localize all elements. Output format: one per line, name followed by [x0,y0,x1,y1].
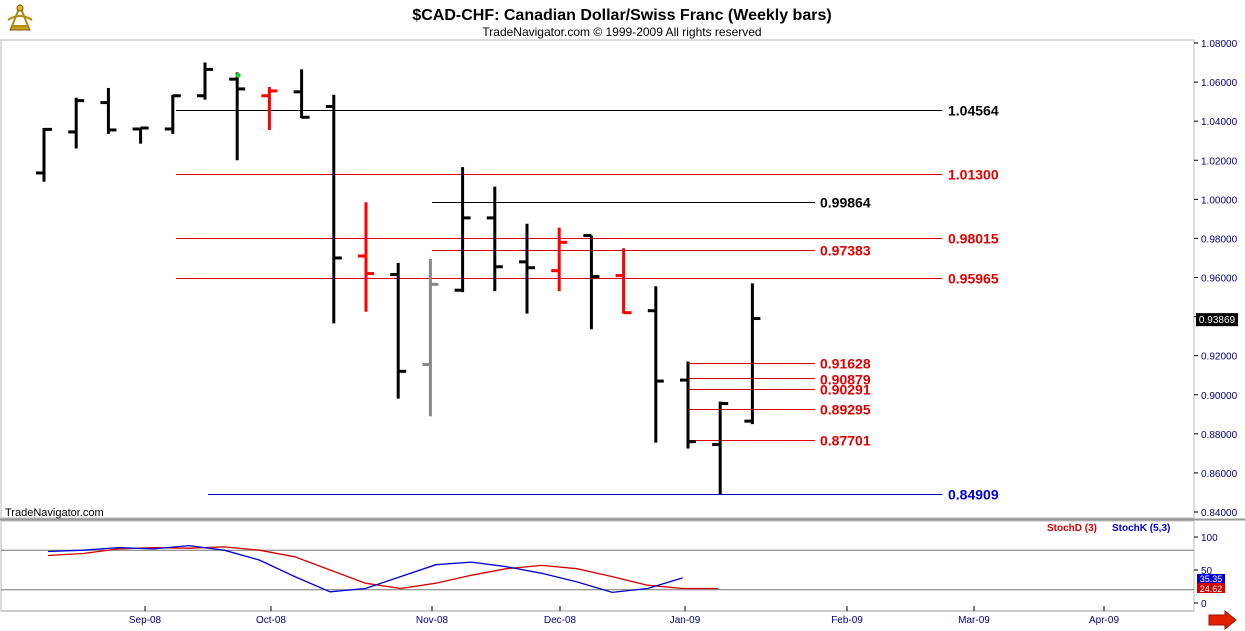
x-tick-label: Feb-09 [831,615,863,626]
level-label: 0.90291 [820,382,871,398]
level-label: 0.87701 [820,433,871,449]
stoch-last-values: 35.35 24.62 [1197,574,1225,594]
ohlc-bar [132,126,149,144]
y-tick-label: 0.84000 [1201,508,1238,519]
ohlc-bar [680,361,696,449]
stochastic-reference-lines [1,549,1194,591]
level-label: 1.04564 [948,103,999,119]
level-label: 0.91628 [820,356,871,372]
chart-title: $CAD-CHF: Canadian Dollar/Swiss Franc (W… [412,7,831,24]
scroll-right-arrow-icon[interactable] [1208,609,1237,631]
price-bars [36,62,761,495]
y-tick-label: 1.02000 [1201,156,1238,167]
level-label: 0.98015 [948,231,999,247]
signal-dot [235,72,241,78]
stochastic-lines [47,544,718,594]
ohlc-bar [261,86,278,130]
ohlc-bar [454,167,471,293]
level-label: 0.95965 [948,271,999,287]
level-label: 0.99864 [820,195,871,211]
ohlc-bar [229,72,246,161]
ohlc-bar [583,233,600,330]
x-tick-label: Apr-09 [1089,615,1119,626]
sextant-logo-icon [7,3,33,31]
ohlc-bar [68,97,85,149]
stochk-last-box [1197,574,1225,583]
y-tick-label: 0.92000 [1201,352,1238,363]
x-tick-label: Nov-08 [416,615,449,626]
y-tick-label: 1.00000 [1201,195,1238,206]
stochk-line [47,544,683,594]
ohlc-bar [744,283,761,425]
ohlc-bar [358,202,374,312]
level-label: 0.89295 [820,402,871,418]
level-label: 0.97383 [820,243,871,259]
legend-stochk: StochK (5,3) [1112,523,1170,534]
x-axis: Sep-08 Oct-08 Nov-08 Dec-08 Jan-09 Feb-09 Mar-… [1,606,1194,626]
price-y-axis: 1.08000 1.06000 1.04000 1.02000 1.00000 0.980… [1194,39,1238,519]
chart-subtitle: TradeNavigator.com © 1999-2009 All right… [482,25,761,39]
watermark: TradeNavigator.com [5,507,104,519]
stochd-last-value: 24.62 [1200,584,1223,594]
ohlc-bar [712,401,729,495]
y-tick-label: 1.08000 [1201,39,1238,50]
ohlc-bar [164,94,181,134]
x-tick-label: Sep-08 [129,615,162,626]
y-tick-label: 1.04000 [1201,117,1238,128]
ohlc-bar [551,227,568,292]
ohlc-bar [325,94,342,324]
stochd-last-box [1197,583,1225,593]
stoch-tick-label: 0 [1201,599,1207,610]
ohlc-bar [422,258,439,417]
stochastic-panel-frame [0,520,1195,612]
legend-stochd: StochD (3) [1047,523,1097,534]
last-price-label: 0.93869 [1199,315,1236,326]
x-tick-label: Mar-09 [958,615,990,626]
ohlc-bar [519,223,535,314]
x-tick-label: Jan-09 [670,615,701,626]
y-tick-label: 1.06000 [1201,78,1238,89]
y-tick-label: 0.98000 [1201,234,1238,245]
level-label: 1.01300 [948,167,999,183]
y-tick-label: 0.96000 [1201,274,1238,285]
level-label: 0.90879 [820,372,871,388]
stochastic-y-axis: 100 50 0 [1194,533,1218,610]
ohlc-bar [293,69,310,119]
stoch-tick-label: 50 [1201,566,1213,577]
x-tick-label: Oct-08 [256,615,286,626]
ohlc-bar [647,286,664,443]
ohlc-bar [615,248,632,315]
ohlc-bar [486,186,503,292]
ohlc-bar [390,262,407,399]
last-price-box [1196,313,1238,327]
y-tick-label: 0.88000 [1201,430,1238,441]
x-tick-label: Dec-08 [544,615,577,626]
ohlc-bar [197,62,213,100]
y-tick-label: 0.86000 [1201,469,1238,480]
last-price-marker: 0.93869 [1196,313,1238,327]
level-label: 0.84909 [948,487,999,503]
ohlc-bar [100,87,117,134]
y-tick-label: 0.90000 [1201,391,1238,402]
stoch-tick-label: 100 [1201,533,1218,544]
ohlc-bar [36,127,52,182]
stochk-last-value: 35.35 [1200,574,1223,584]
